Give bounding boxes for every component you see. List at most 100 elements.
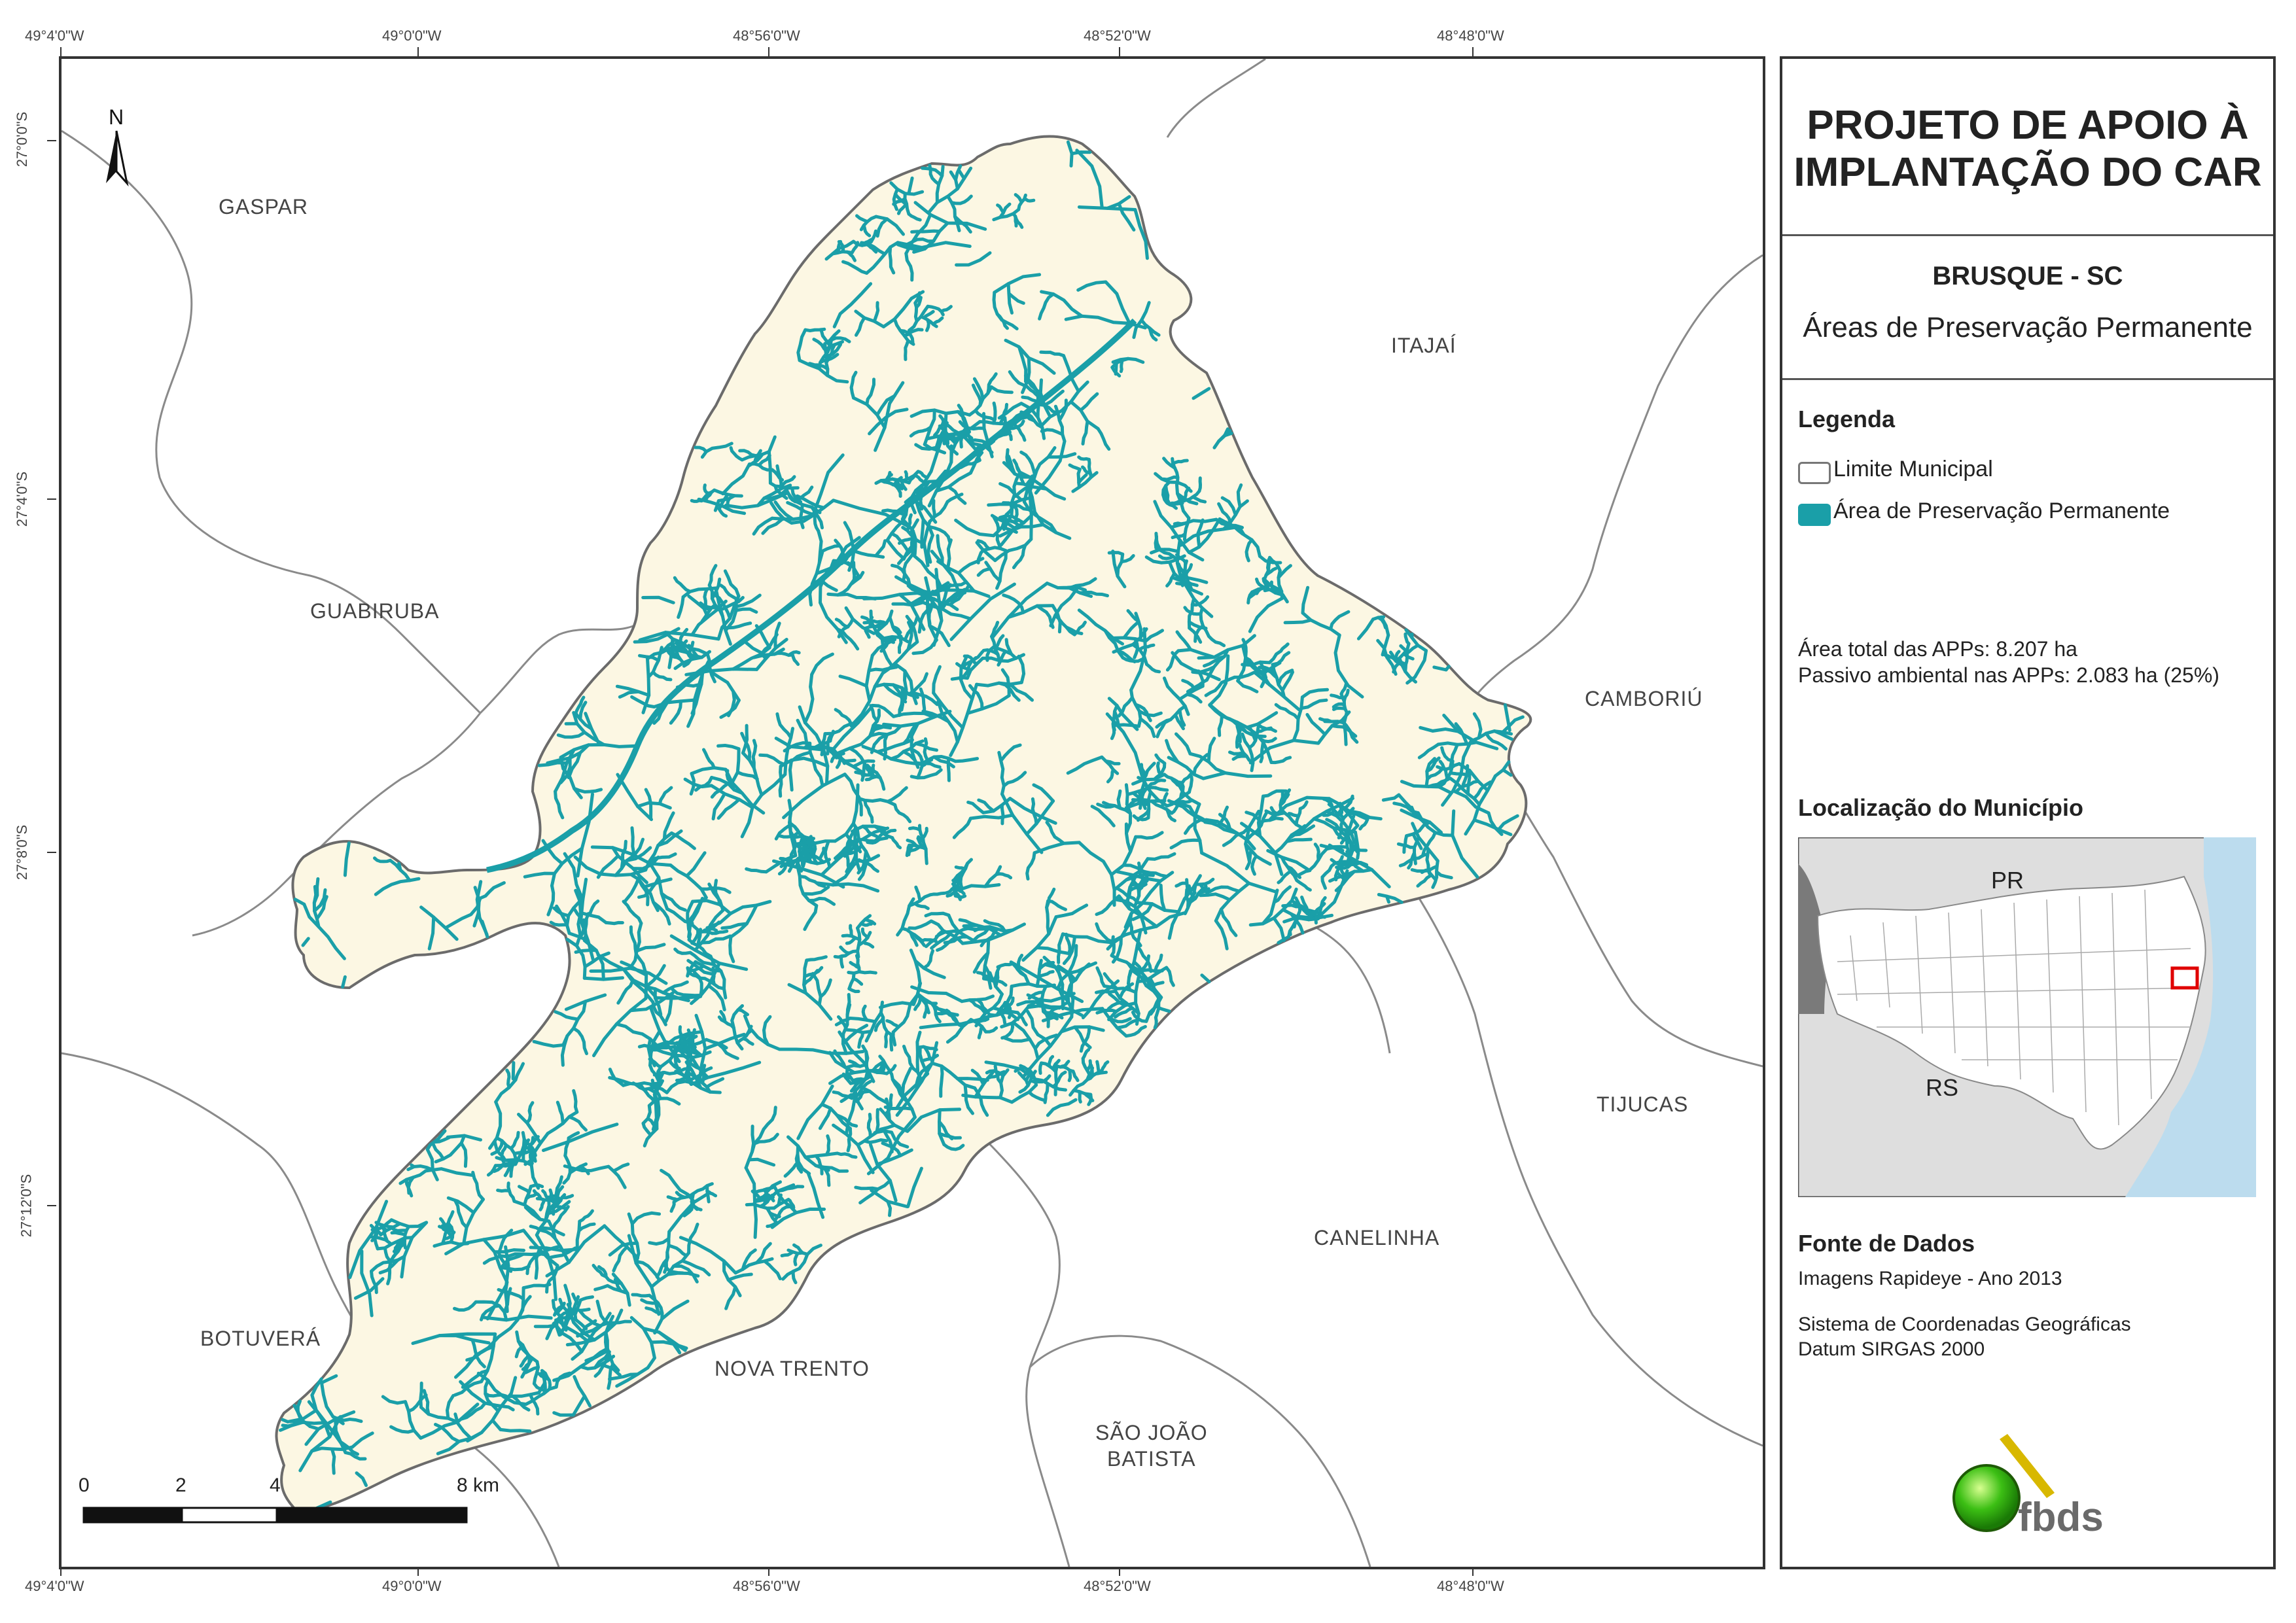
stream-segment [1185,878,1195,898]
stream-segment [1209,885,1241,894]
stream-segment [1019,450,1036,476]
stream-segment [1404,628,1428,653]
stream-segment [975,540,997,563]
stream-segment [762,1106,777,1131]
stream-segment [1154,472,1193,493]
stream-segment [503,1162,512,1178]
stream-segment [446,1134,482,1142]
stream-segment [907,176,914,196]
stream-segment [454,1327,512,1379]
stream-segment [535,1233,557,1301]
stream-segment [555,1324,584,1353]
stream-segment [350,1431,374,1449]
stream-segment [1241,638,1248,662]
divider [1782,234,2273,236]
coord-left-3: 27°8'0"S [14,824,31,881]
stream-segment [1112,857,1150,892]
stream-segment [462,1197,485,1246]
stream-segment [685,851,707,878]
stream-segment [1017,654,1026,684]
stream-segment [572,1026,588,1055]
stream-segment [770,1207,826,1229]
stream-segment [567,1115,588,1132]
stream-segment [482,1314,553,1322]
stream-segment [673,1045,690,1060]
stream-segment [615,684,651,697]
stream-segment [1411,822,1439,863]
stream-segment [647,1044,677,1050]
stream-segment [705,1077,725,1089]
stream-segment [930,932,952,950]
stream-segment [741,751,764,797]
stream-segment [952,878,957,898]
stream-segment [1135,877,1148,905]
stream-segment [1469,729,1513,743]
stream-segment [539,1226,565,1236]
stream-segment [501,1252,525,1268]
stream-segment [992,513,1008,538]
stream-segment [1410,852,1430,860]
stream-segment [1027,997,1044,1008]
stream-segment [894,662,918,705]
stream-segment [904,480,939,504]
stream-segment [1027,990,1045,1000]
stream-segment [918,1045,938,1051]
stream-segment [1016,1011,1028,1026]
tick [417,47,419,56]
stream-segment [480,1304,501,1321]
stream-segment [716,494,737,503]
stream-segment [843,848,851,873]
stream-segment [763,1259,782,1281]
stream-segment [1108,992,1127,1007]
inset-label-pr: PR [1991,867,2024,894]
stream-segment [648,862,669,911]
stream-segment [1228,750,1245,756]
stream-segment [514,1062,525,1082]
stream-segment [1073,1025,1092,1049]
stream-segment [714,586,732,646]
stream-segment [419,905,459,941]
stream-segment [427,915,436,951]
stream-segment [835,756,843,769]
stream-segment [1173,521,1190,526]
stream-segment [565,899,582,927]
stream-segment [1167,756,1205,780]
stream-segment [1111,636,1148,643]
stream-segment [909,425,932,438]
stream-segment [582,912,590,943]
stream-segment [901,525,926,545]
stream-segment [1421,831,1437,858]
stream-segment [1174,732,1192,756]
stream-segment [993,273,1042,294]
stream-segment [1010,982,1056,988]
stream-segment [643,1127,659,1147]
stream-segment [1132,301,1151,340]
stream-segment [1193,802,1204,855]
stream-segment [567,1131,580,1140]
stream-segment [849,924,853,938]
stream-segment [875,394,896,417]
stream-segment [1451,789,1491,815]
stream-segment [1263,587,1284,593]
stream-segment [976,567,992,577]
stream-segment [630,695,656,708]
stream-segment [1343,828,1360,854]
stream-segment [923,737,929,762]
map-frame[interactable]: N 0 2 4 8 km GASPAR ITAJAÍ GUABIRUBA CAM… [59,56,1765,1569]
stream-segment [1432,665,1448,672]
stream-segment [1087,1092,1093,1106]
fbds-logo-text: fbds [2018,1495,2104,1537]
stream-segment [1012,544,1027,570]
stream-segment [1132,814,1150,822]
stream-segment [991,645,1018,660]
stream-segment [1169,517,1218,529]
stream-segment [686,964,705,974]
stream-segment [663,1230,671,1267]
stream-segment [1245,711,1279,729]
stream-segment [755,638,788,671]
stream-segment [1004,638,1013,656]
stream-segment [707,669,741,702]
stream-segment [691,899,732,915]
stream-segment [814,1154,824,1176]
stream-segment [1185,693,1203,704]
